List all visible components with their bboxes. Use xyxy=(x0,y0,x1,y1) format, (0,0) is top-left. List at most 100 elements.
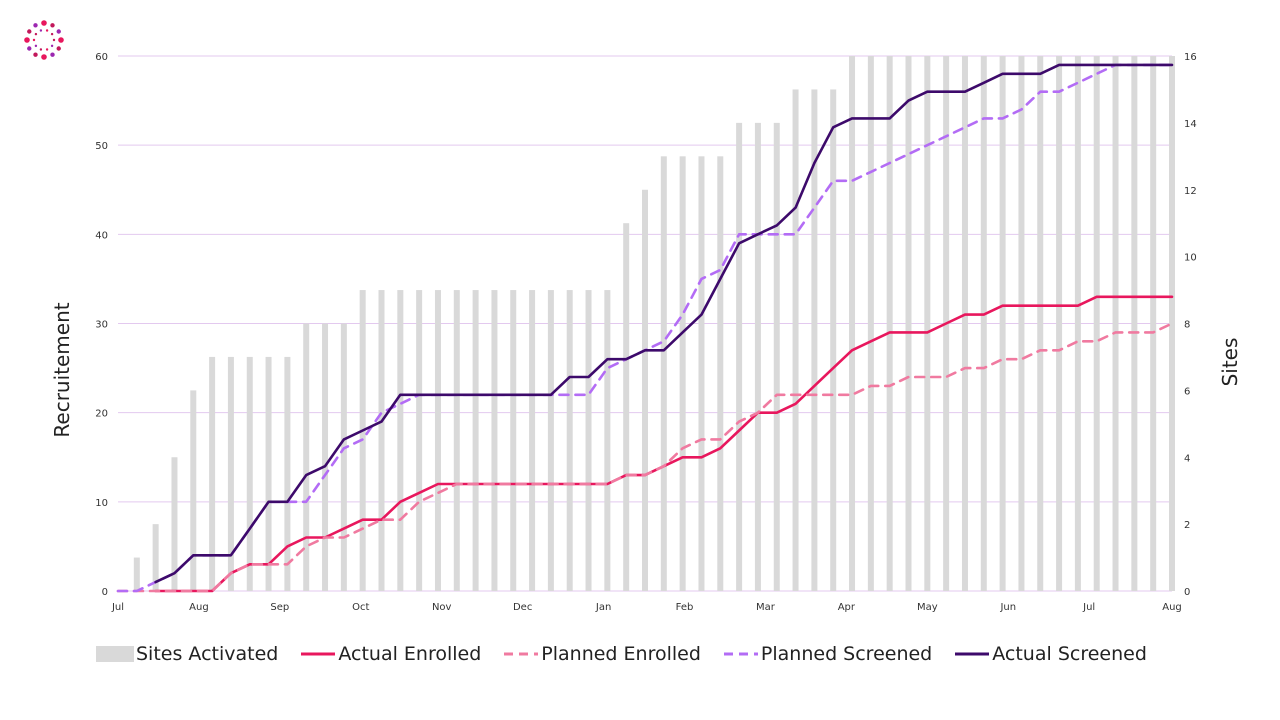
legend-label: Sites Activated xyxy=(136,643,279,665)
sites-activated-bar xyxy=(1074,56,1081,591)
legend-label: Actual Screened xyxy=(992,643,1147,665)
logo-dot xyxy=(39,48,43,51)
y-tick-label: 0 xyxy=(102,587,108,598)
y2-axis-title: Sites xyxy=(1218,338,1242,387)
sites-activated-bar xyxy=(171,457,178,591)
sites-activated-bar xyxy=(698,156,705,591)
sites-activated-bar xyxy=(1093,56,1100,591)
logo-dot xyxy=(45,48,49,51)
sites-activated-bar xyxy=(604,290,611,591)
logo-dot xyxy=(45,29,49,32)
logo-dot xyxy=(34,32,38,36)
legend-swatch xyxy=(955,652,990,656)
logo-dot xyxy=(58,37,64,43)
sites-activated-bar xyxy=(133,557,140,591)
x-tick-label: Jul xyxy=(1082,602,1095,613)
sites-activated-bar xyxy=(529,290,536,591)
sites-activated-bar xyxy=(510,290,517,591)
logo-dot xyxy=(24,37,30,43)
sites-activated-bar xyxy=(736,122,743,591)
x-tick-label: Apr xyxy=(838,602,856,613)
sites-activated-bar xyxy=(491,290,498,591)
logo-dot xyxy=(39,29,43,32)
dotted-circle-logo-icon xyxy=(20,16,68,64)
sites-activated-bar xyxy=(999,56,1006,591)
logo-dot xyxy=(32,38,36,42)
sites-activated-bar xyxy=(1018,56,1025,591)
x-axis-ticks: Jul Aug Sep Oct Nov Dec Jan Feb Mar Apr May Jun Jul A… xyxy=(111,602,1182,613)
right-axis-ticks: 0 2 4 6 8 10 12 14 16 xyxy=(1184,52,1197,598)
y2-tick-label: 4 xyxy=(1184,453,1190,464)
sites-activated-bar xyxy=(472,290,479,591)
y2-tick-label: 6 xyxy=(1184,386,1190,397)
logo-dot xyxy=(33,52,38,57)
sites-activated-bar xyxy=(717,156,724,591)
sites-activated-bar xyxy=(1037,56,1044,591)
sites-activated-bar xyxy=(566,290,573,591)
sites-activated-bar xyxy=(284,356,291,591)
logo-dot xyxy=(33,23,38,28)
sites-activated-bar xyxy=(152,524,159,591)
y2-tick-label: 10 xyxy=(1184,253,1197,264)
sites-activated-bar xyxy=(453,290,460,591)
sites-activated-bar xyxy=(547,290,554,591)
logo-dot xyxy=(50,23,55,28)
planned-enrolled-line xyxy=(116,322,1174,593)
sites-activated-bar xyxy=(265,356,272,591)
legend-label: Actual Enrolled xyxy=(338,643,482,665)
logo-dot xyxy=(41,20,47,26)
y-tick-label: 50 xyxy=(95,141,108,152)
x-tick-label: Oct xyxy=(352,602,369,613)
x-tick-label: Mar xyxy=(756,602,776,613)
sites-activated-bar xyxy=(924,56,931,591)
y-tick-label: 20 xyxy=(95,409,108,420)
series-lines xyxy=(116,63,1174,593)
legend-swatch xyxy=(301,652,336,656)
y2-tick-label: 0 xyxy=(1184,587,1190,598)
y2-tick-label: 16 xyxy=(1184,52,1197,63)
sites-activated-bar xyxy=(773,122,780,591)
sites-activated-bar xyxy=(340,323,347,591)
legend-label: Planned Screened xyxy=(760,643,933,665)
logo-dot xyxy=(56,46,61,51)
y2-tick-label: 14 xyxy=(1184,119,1197,130)
legend-label: Planned Enrolled xyxy=(541,643,701,665)
x-tick-label: Jun xyxy=(999,602,1016,613)
x-tick-label: Aug xyxy=(189,602,209,613)
logo-dot xyxy=(52,38,56,42)
x-tick-label: May xyxy=(917,602,938,613)
logo-dot xyxy=(41,54,47,60)
legend-item-planned-screened: Planned Screened xyxy=(723,643,932,665)
x-tick-label: Jan xyxy=(595,602,611,613)
x-tick-label: Nov xyxy=(432,602,452,613)
y-tick-label: 10 xyxy=(95,498,108,509)
sites-activated-bar xyxy=(980,56,987,591)
sites-activated-bar xyxy=(792,89,799,591)
sites-activated-bar xyxy=(416,290,423,591)
logo-dot xyxy=(50,32,54,36)
sites-activated-bar xyxy=(1131,56,1138,591)
y-tick-label: 40 xyxy=(95,230,108,241)
legend-swatch xyxy=(504,652,539,656)
legend-swatch xyxy=(96,646,134,662)
x-tick-label: Feb xyxy=(676,602,694,613)
sites-activated-bar xyxy=(623,223,630,591)
sites-activated-bar xyxy=(227,356,234,591)
y2-tick-label: 12 xyxy=(1184,186,1197,197)
x-tick-label: Dec xyxy=(513,602,532,613)
logo-dot xyxy=(27,29,32,34)
y-axis-title: Recruitement xyxy=(50,302,74,437)
sites-activated-bar xyxy=(679,156,686,591)
sites-activated-bar xyxy=(1169,56,1175,591)
sites-activated-bar xyxy=(642,189,648,591)
sites-activated-bar xyxy=(830,89,837,591)
logo-dot xyxy=(50,44,54,48)
sites-activated-bar xyxy=(811,89,818,591)
legend-item-actual-screened: Actual Screened xyxy=(954,643,1147,665)
sites-activated-bar xyxy=(434,290,441,591)
legend-item-sites-activated: Sites Activated xyxy=(96,643,278,665)
sites-activated-bar xyxy=(190,390,197,591)
sites-activated-bar xyxy=(1150,56,1157,591)
y2-tick-label: 2 xyxy=(1184,520,1190,531)
sites-activated-bar xyxy=(754,122,761,591)
